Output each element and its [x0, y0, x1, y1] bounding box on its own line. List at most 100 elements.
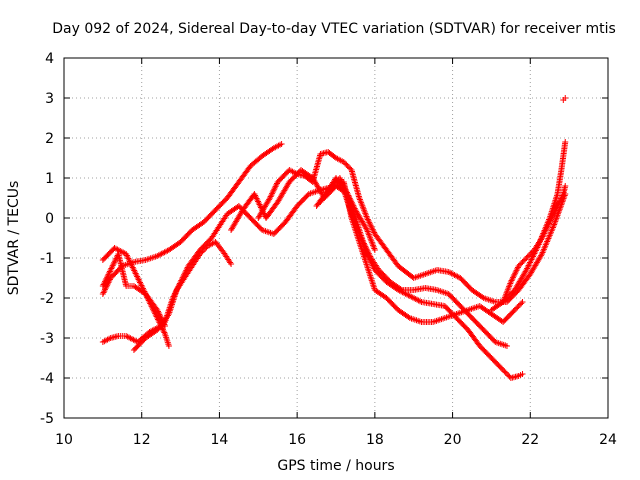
data-point [154, 327, 161, 333]
data-point [514, 265, 521, 272]
y-tick-label: -3 [40, 331, 54, 347]
data-point [333, 179, 339, 185]
data-point [102, 277, 109, 284]
data-point [180, 273, 187, 280]
data-point [101, 286, 108, 293]
y-tick-label: -1 [40, 251, 54, 267]
x-tick-label: 20 [444, 432, 462, 448]
data-point [181, 271, 188, 278]
data-point [341, 183, 348, 190]
x-tick-label: 22 [521, 432, 539, 448]
data-point [360, 240, 367, 247]
data-point [272, 183, 279, 190]
data-point [111, 258, 118, 265]
data-point [515, 303, 522, 309]
data-point [369, 226, 376, 233]
data-point [343, 188, 350, 195]
data-point [506, 373, 513, 380]
series-track-l [560, 95, 569, 103]
data-point [366, 220, 373, 227]
data-point [343, 161, 350, 168]
data-point [228, 261, 235, 267]
data-point [509, 274, 516, 281]
data-point [169, 295, 176, 301]
data-point [343, 189, 350, 196]
data-point [269, 190, 276, 197]
data-point [363, 244, 370, 251]
data-point [156, 311, 163, 318]
data-point [523, 255, 530, 261]
data-point [364, 215, 371, 221]
data-point [370, 228, 377, 235]
x-tick-label: 10 [55, 432, 73, 448]
data-point [340, 159, 347, 165]
data-point [363, 246, 370, 253]
data-point [503, 371, 510, 377]
data-point [105, 271, 112, 278]
data-point [364, 216, 371, 223]
data-point [360, 239, 367, 245]
data-point [511, 307, 518, 313]
data-point [336, 175, 343, 181]
data-point [340, 182, 347, 189]
data-point [268, 192, 275, 199]
data-point [101, 288, 108, 295]
y-axis-label: SDTVAR / TECUs [6, 181, 22, 296]
data-point [417, 298, 424, 305]
x-tick-label: 24 [599, 432, 617, 448]
data-point [368, 223, 375, 230]
data-point [364, 247, 371, 254]
data-point [519, 371, 526, 377]
data-point [271, 186, 278, 193]
plot-frame [63, 57, 609, 419]
data-point [516, 261, 523, 268]
x-tick-label: 18 [366, 432, 384, 448]
data-point [512, 270, 519, 277]
data-point [365, 250, 372, 257]
data-point [366, 219, 373, 226]
data-point [183, 267, 190, 274]
data-point [173, 287, 180, 294]
data-point [156, 324, 163, 331]
data-point [170, 293, 177, 300]
y-tick-label: 4 [45, 51, 54, 67]
data-point [111, 259, 118, 266]
data-point [183, 265, 190, 272]
x-axis-label: GPS time / hours [277, 458, 394, 474]
data-point [159, 321, 166, 328]
data-point [367, 222, 374, 229]
data-point [104, 274, 111, 281]
data-point [505, 372, 512, 379]
data-point [161, 329, 168, 336]
data-point [270, 187, 277, 194]
data-point [503, 343, 510, 349]
data-point [109, 262, 116, 269]
data-point [101, 280, 108, 287]
data-point [516, 301, 523, 308]
data-point [337, 176, 344, 183]
data-point [157, 314, 164, 321]
y-tick-label: -4 [40, 371, 54, 387]
data-point [154, 308, 161, 315]
y-tick-label: 3 [45, 91, 54, 107]
data-point [519, 259, 526, 265]
data-point [507, 279, 514, 285]
data-point [110, 261, 117, 268]
data-point [278, 141, 285, 147]
data-point [522, 256, 529, 263]
data-point [171, 290, 178, 297]
data-point [100, 281, 107, 288]
data-point [103, 275, 110, 282]
data-point [176, 281, 183, 288]
data-point [362, 243, 369, 250]
data-point [174, 284, 181, 291]
data-point [369, 225, 376, 232]
y-tick-label: 1 [45, 171, 54, 187]
series-track-k [488, 139, 569, 313]
data-point [157, 312, 164, 319]
y-tick-label: 0 [45, 211, 54, 227]
data-point [520, 257, 527, 264]
data-point [513, 305, 520, 312]
